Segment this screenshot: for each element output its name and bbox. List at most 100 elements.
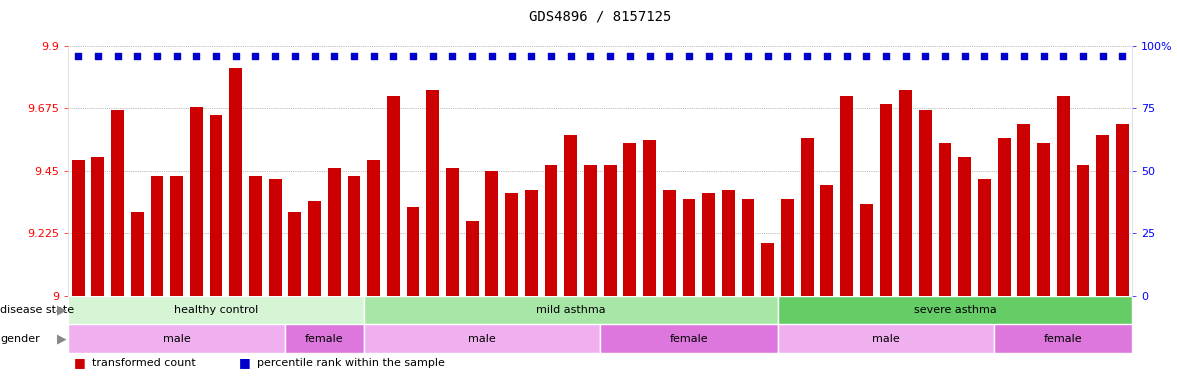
Point — [896, 53, 915, 59]
Bar — [995, 324, 1132, 353]
Bar — [879, 104, 892, 296]
Point — [404, 53, 423, 59]
Bar — [446, 168, 459, 296]
Bar — [722, 190, 734, 296]
Point — [108, 53, 127, 59]
Bar — [545, 166, 558, 296]
Point — [877, 53, 896, 59]
Point — [956, 53, 975, 59]
Bar — [485, 171, 498, 296]
Bar — [364, 296, 778, 324]
Bar — [111, 110, 124, 296]
Bar — [308, 201, 321, 296]
Bar — [683, 199, 696, 296]
Bar — [210, 116, 222, 296]
Bar — [663, 190, 676, 296]
Bar — [604, 166, 617, 296]
Point — [679, 53, 698, 59]
Bar — [367, 160, 380, 296]
Bar — [643, 141, 656, 296]
Point — [483, 53, 501, 59]
Point — [384, 53, 403, 59]
Bar — [347, 176, 360, 296]
Text: ■: ■ — [74, 356, 86, 369]
Point — [1113, 53, 1132, 59]
Bar — [624, 143, 637, 296]
Bar — [285, 324, 364, 353]
Text: ▶: ▶ — [56, 333, 66, 345]
Point — [167, 53, 186, 59]
Text: ▶: ▶ — [56, 304, 66, 316]
Point — [699, 53, 718, 59]
Point — [503, 53, 521, 59]
Bar — [72, 160, 85, 296]
Bar — [151, 176, 164, 296]
Bar — [288, 212, 301, 296]
Point — [758, 53, 777, 59]
Point — [1093, 53, 1112, 59]
Bar — [1057, 96, 1070, 296]
Point — [798, 53, 817, 59]
Bar — [364, 324, 600, 353]
Text: severe asthma: severe asthma — [913, 305, 996, 315]
Point — [305, 53, 324, 59]
Bar — [1037, 143, 1050, 296]
Text: GDS4896 / 8157125: GDS4896 / 8157125 — [530, 9, 671, 23]
Bar — [978, 179, 991, 296]
Bar — [426, 91, 439, 296]
Bar — [860, 204, 872, 296]
Bar — [600, 324, 778, 353]
Bar — [564, 135, 577, 296]
Point — [325, 53, 344, 59]
Point — [778, 53, 797, 59]
Bar — [525, 190, 538, 296]
Bar — [703, 193, 716, 296]
Point — [68, 53, 87, 59]
Point — [561, 53, 580, 59]
Bar — [1077, 166, 1090, 296]
Text: healthy control: healthy control — [174, 305, 258, 315]
Point — [818, 53, 837, 59]
Point — [424, 53, 443, 59]
Bar — [778, 324, 995, 353]
Point — [1035, 53, 1053, 59]
Bar — [230, 68, 242, 296]
Bar — [899, 91, 912, 296]
Point — [246, 53, 265, 59]
Bar — [92, 157, 105, 296]
Bar — [584, 166, 597, 296]
Text: gender: gender — [0, 334, 40, 344]
Bar — [171, 176, 184, 296]
Point — [345, 53, 364, 59]
Bar — [1116, 124, 1129, 296]
Bar — [782, 199, 793, 296]
Point — [187, 53, 206, 59]
Text: male: male — [872, 334, 900, 344]
Point — [620, 53, 639, 59]
Bar — [131, 212, 144, 296]
Point — [995, 53, 1013, 59]
Point — [600, 53, 619, 59]
Text: female: female — [305, 334, 344, 344]
Point — [226, 53, 245, 59]
Point — [207, 53, 226, 59]
Point — [660, 53, 679, 59]
Text: female: female — [1044, 334, 1083, 344]
Bar — [268, 179, 281, 296]
Bar — [328, 168, 340, 296]
Bar — [762, 243, 774, 296]
Point — [1015, 53, 1033, 59]
Point — [286, 53, 305, 59]
Bar — [1096, 135, 1109, 296]
Bar — [505, 193, 518, 296]
Bar — [778, 296, 1132, 324]
Point — [581, 53, 600, 59]
Bar — [742, 199, 754, 296]
Text: ■: ■ — [239, 356, 251, 369]
Point — [936, 53, 955, 59]
Bar — [407, 207, 419, 296]
Point — [1073, 53, 1092, 59]
Text: transformed count: transformed count — [92, 358, 195, 368]
Point — [128, 53, 147, 59]
Point — [837, 53, 856, 59]
